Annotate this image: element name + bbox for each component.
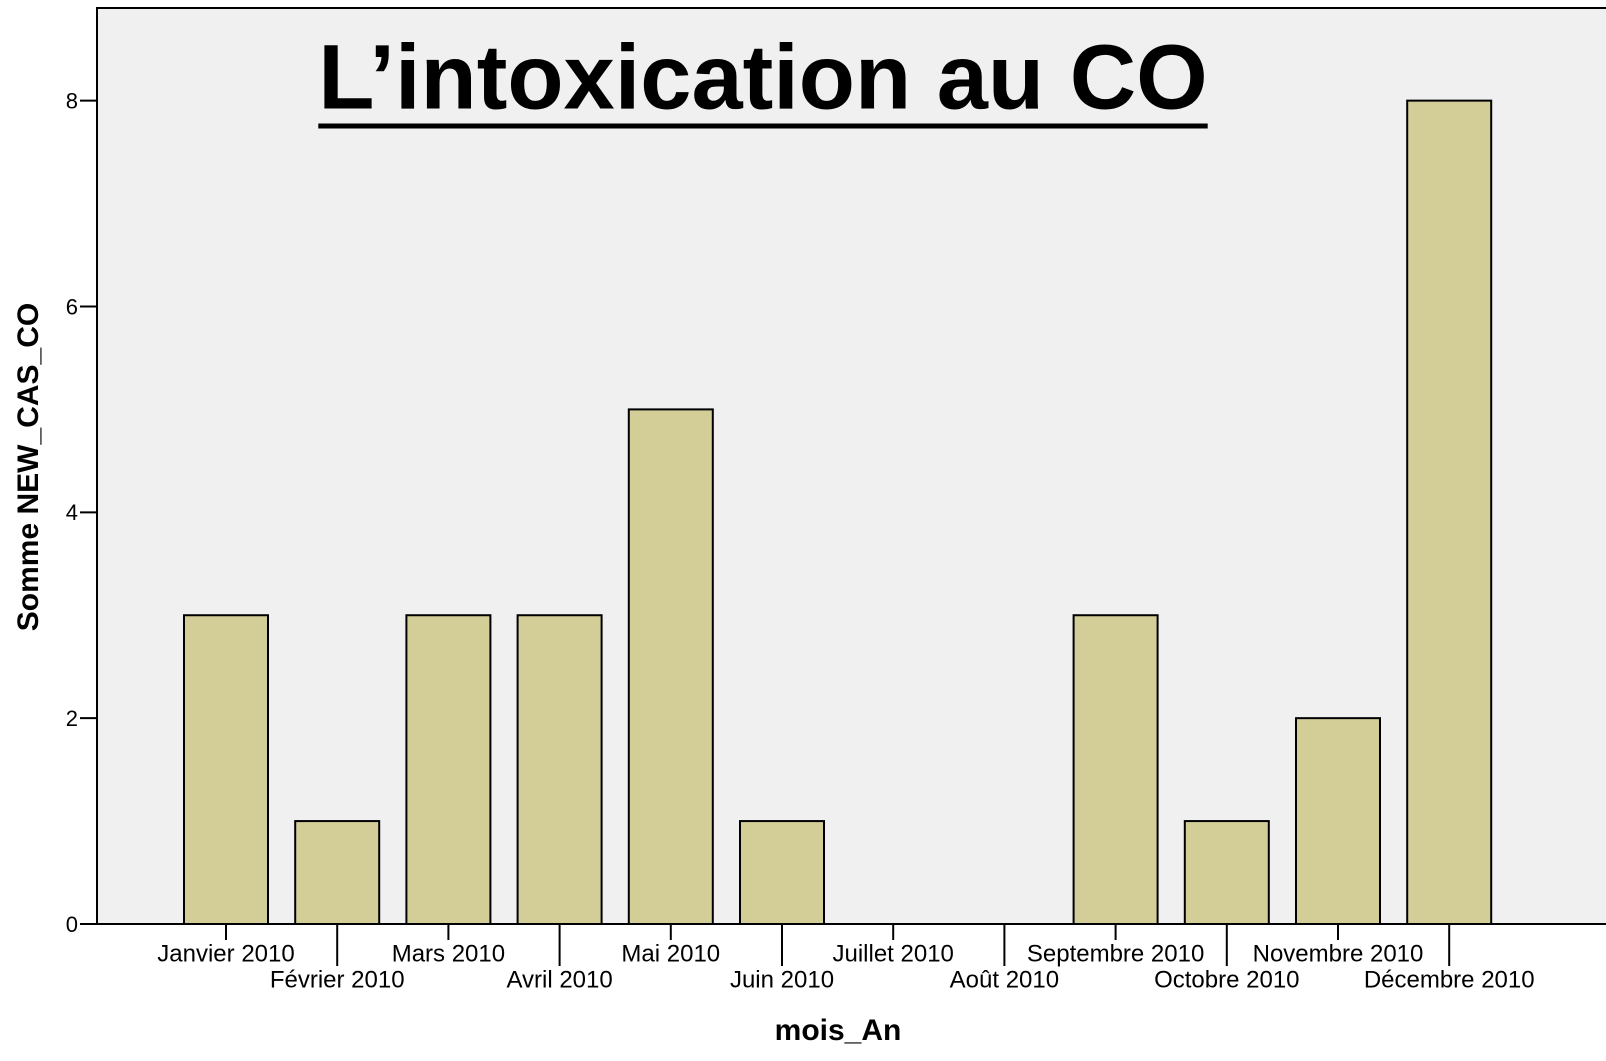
x-tick-label: Mai 2010 <box>621 940 720 967</box>
x-tick-label: Janvier 2010 <box>157 940 294 967</box>
bar <box>1183 820 1270 926</box>
x-tick-label: Septembre 2010 <box>1027 940 1204 967</box>
x-tick-label: Avril 2010 <box>506 966 612 993</box>
y-tick-label: 4 <box>66 500 78 525</box>
x-tick-label: Août 2010 <box>950 966 1059 993</box>
x-tick-label: Octobre 2010 <box>1154 966 1299 993</box>
bar <box>1406 99 1493 925</box>
bar <box>516 614 603 925</box>
bar <box>405 614 492 925</box>
y-tick-label: 6 <box>66 294 78 319</box>
y-axis-label: Somme NEW_CAS_CO <box>12 303 45 631</box>
bar <box>1295 717 1381 925</box>
x-tick-label: Juin 2010 <box>730 966 834 993</box>
bar <box>627 408 714 925</box>
y-tick-label: 0 <box>66 912 78 937</box>
x-tick-label: Décembre 2010 <box>1364 966 1535 993</box>
chart-title: L’intoxication au CO <box>318 26 1207 128</box>
x-tick-label: Mars 2010 <box>392 940 505 967</box>
bar <box>1072 614 1159 925</box>
x-axis-label: mois_An <box>775 1014 902 1047</box>
bar <box>183 614 269 925</box>
x-tick-label: Novembre 2010 <box>1253 940 1424 967</box>
x-tick-label: Février 2010 <box>270 966 405 993</box>
bar <box>739 820 825 926</box>
bar <box>294 820 381 926</box>
y-tick-label: 8 <box>66 88 78 113</box>
x-tick-label: Juillet 2010 <box>832 940 953 967</box>
y-tick-label: 2 <box>66 706 78 731</box>
